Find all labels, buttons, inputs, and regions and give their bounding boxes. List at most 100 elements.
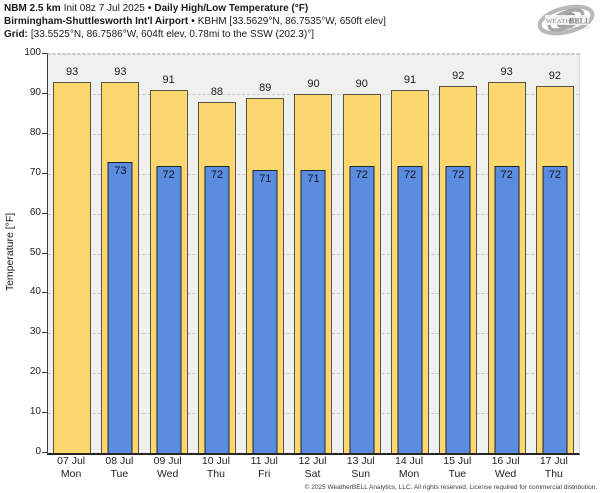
y-tick-label: 80 — [29, 126, 41, 138]
x-tick-day: Tue — [110, 468, 129, 480]
bar-group-16-jul: 93 72 — [482, 54, 530, 453]
x-tick-day: Thu — [544, 468, 563, 480]
x-tick-label: 15 Jul Tue — [433, 455, 481, 481]
low-bar: 72 — [204, 165, 230, 453]
x-axis-labels: 07 Jul Mon 08 Jul Tue 09 Jul Wed 10 Jul Thu 11 J… — [47, 455, 578, 483]
low-bar: 71 — [252, 169, 278, 453]
high-value-label: 92 — [548, 69, 561, 82]
bar-group-07-jul: 93 — [48, 54, 96, 453]
y-tick-label: 100 — [24, 47, 41, 58]
grid-details: [33.5525°N, 86.7586°W, 604ft elev, 0.78m… — [30, 29, 314, 40]
high-value-label: 91 — [403, 73, 417, 86]
high-value-label: 91 — [162, 73, 175, 86]
low-value-label: 72 — [355, 168, 368, 181]
x-tick-day: Mon — [398, 468, 420, 480]
bar-group-17-jul: 92 72 — [531, 54, 579, 453]
x-tick-label: 10 Jul Thu — [192, 455, 240, 481]
high-value-label: 90 — [307, 77, 320, 90]
y-tick-mark — [42, 172, 47, 174]
x-tick-date: 14 Jul — [395, 455, 424, 467]
x-tick-label: 07 Jul Mon — [47, 455, 95, 481]
y-tick-mark — [42, 212, 47, 214]
y-tick-mark — [42, 292, 47, 294]
bar-group-08-jul: 93 73 — [96, 54, 144, 453]
low-bar: 72 — [397, 165, 423, 453]
bullet-separator: • — [147, 3, 152, 14]
high-value-label: 88 — [210, 85, 224, 98]
gridline-100 — [48, 54, 579, 55]
model-name: NBM 2.5 km — [4, 3, 61, 14]
y-tick-label: 10 — [29, 406, 41, 418]
x-tick-date: 13 Jul — [346, 455, 375, 467]
station-details: KBHM [33.5629°N, 86.7535°W, 650ft elev] — [197, 16, 386, 27]
x-tick-label: 14 Jul Mon — [385, 455, 433, 481]
high-value-label: 93 — [114, 65, 127, 78]
logo-text-weather: WEATHER — [546, 18, 580, 25]
x-tick-date: 08 Jul — [105, 455, 134, 467]
bar-group-13-jul: 90 72 — [338, 54, 386, 453]
x-tick-day: Mon — [60, 468, 82, 480]
low-bar: 73 — [107, 161, 133, 453]
bar-group-10-jul: 88 72 — [193, 54, 241, 453]
bar-group-15-jul: 92 72 — [434, 54, 482, 453]
low-value-label: 71 — [259, 172, 272, 185]
header-line-2: Birmingham-Shuttlesworth Int'l Airport • K… — [4, 15, 386, 28]
x-tick-date: 09 Jul — [153, 455, 182, 467]
logo-subtext: Analytics LLC — [569, 26, 591, 30]
header-line-3: Grid: [33.5525°N, 86.7586°W, 604ft elev, … — [4, 28, 386, 41]
low-bar: 71 — [300, 169, 326, 453]
copyright-notice: © 2025 WeatherBELL Analytics, LLC. All r… — [304, 484, 597, 491]
y-tick-mark — [42, 53, 47, 54]
low-value-label: 72 — [452, 168, 465, 181]
bar-group-11-jul: 89 71 — [241, 54, 289, 453]
grid-label: Grid: — [4, 29, 28, 40]
weatherbell-logo: WEATHER BELL Analytics LLC — [537, 4, 595, 36]
y-tick-mark — [42, 252, 47, 254]
y-tick-mark — [42, 452, 47, 453]
low-bar: 72 — [156, 165, 182, 453]
bar-group-14-jul: 91 72 — [386, 54, 434, 453]
x-tick-day: Thu — [206, 468, 225, 480]
x-tick-label: 17 Jul Thu — [530, 455, 578, 481]
bullet-separator: • — [191, 16, 195, 27]
y-tick-mark — [42, 332, 47, 334]
high-value-label: 93 — [66, 65, 79, 78]
y-axis-labels: 0 10 20 30 40 50 60 70 80 90 100 — [0, 47, 41, 457]
low-bar: 72 — [542, 165, 568, 453]
y-tick-mark — [42, 412, 47, 414]
low-value-label: 72 — [162, 168, 175, 181]
x-tick-day: Wed — [494, 468, 517, 480]
high-value-label: 93 — [500, 65, 513, 78]
x-tick-date: 16 Jul — [491, 455, 520, 467]
x-tick-day: Sun — [351, 468, 371, 480]
y-tick-label: 50 — [29, 246, 41, 258]
bar-group-09-jul: 91 72 — [145, 54, 193, 453]
high-value-label: 92 — [452, 69, 465, 82]
x-tick-date: 17 Jul — [539, 455, 568, 467]
y-tick-mark — [42, 132, 47, 134]
low-bar: 72 — [494, 165, 520, 453]
bar-group-12-jul: 90 71 — [289, 54, 337, 453]
y-tick-label: 0 — [35, 446, 41, 457]
low-value-label: 71 — [307, 172, 320, 185]
y-tick-label: 60 — [29, 206, 41, 218]
x-tick-label: 09 Jul Wed — [144, 455, 192, 481]
low-bar: 72 — [349, 165, 375, 453]
header-line-1: NBM 2.5 km Init 08z 7 Jul 2025 • Daily High… — [4, 2, 386, 15]
high-value-label: 89 — [259, 81, 272, 94]
x-tick-label: 16 Jul Wed — [481, 455, 529, 481]
x-tick-day: Fri — [258, 468, 271, 480]
low-value-label: 73 — [114, 164, 127, 177]
low-value-label: 72 — [548, 168, 561, 181]
y-tick-mark — [42, 92, 47, 94]
x-tick-day: Sat — [304, 468, 321, 480]
x-tick-day: Tue — [448, 468, 467, 480]
x-tick-date: 11 Jul — [250, 455, 278, 467]
low-bar: 72 — [445, 165, 471, 453]
y-tick-mark — [42, 372, 47, 374]
x-tick-label: 11 Jul Fri — [240, 455, 288, 481]
station-name: Birmingham-Shuttlesworth Int'l Airport — [4, 16, 189, 27]
low-value-label: 72 — [403, 168, 417, 181]
x-tick-label: 13 Jul Sun — [337, 455, 385, 481]
chart-title: Daily High/Low Temperature (°F) — [154, 3, 309, 14]
